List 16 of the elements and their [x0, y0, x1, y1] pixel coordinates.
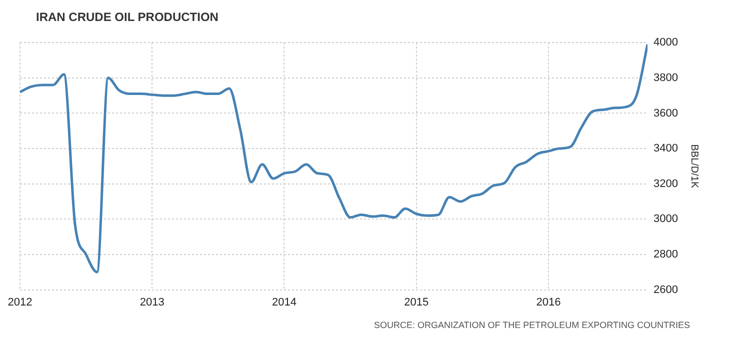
x-tick-label: 2015 — [404, 296, 429, 308]
y-tick-label: 3600 — [654, 107, 678, 120]
x-tick-label: 2016 — [536, 296, 561, 308]
x-tick-label: 2014 — [272, 296, 296, 308]
x-tick-label: 2013 — [140, 296, 164, 308]
y-tick-label: 3000 — [654, 213, 678, 226]
y-tick-label: 3400 — [654, 142, 678, 155]
y-tick-label: 2600 — [654, 284, 678, 296]
chart-title: IRAN CRUDE OIL PRODUCTION — [36, 10, 218, 24]
y-tick-label: 4000 — [654, 36, 678, 49]
y-tick-label: 2800 — [654, 248, 678, 261]
source-note: SOURCE: ORGANIZATION OF THE PETROLEUM EXPORTING COUNTRIES — [374, 320, 690, 330]
y-tick-label: 3800 — [654, 72, 678, 84]
x-tick-label: 2012 — [8, 296, 32, 308]
y-axis-title: BBL/D/1K — [688, 144, 700, 188]
y-tick-label: 3200 — [654, 178, 678, 190]
